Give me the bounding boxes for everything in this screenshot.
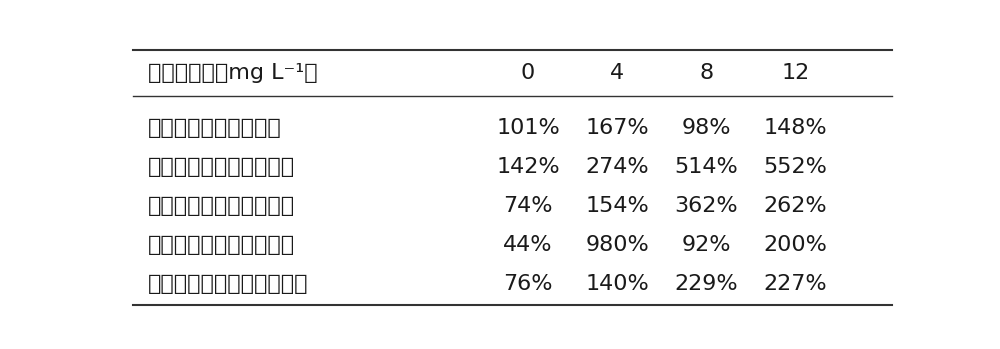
Text: 227%: 227% (764, 274, 827, 294)
Text: 44%: 44% (503, 235, 553, 255)
Text: 对先端总节形成的促进效应: 对先端总节形成的促进效应 (148, 274, 309, 294)
Text: 148%: 148% (764, 118, 827, 138)
Text: 98%: 98% (682, 118, 731, 138)
Text: 74%: 74% (503, 196, 553, 216)
Text: 167%: 167% (585, 118, 649, 138)
Text: 552%: 552% (763, 157, 827, 177)
Text: 对先端茎生长的促进效应: 对先端茎生长的促进效应 (148, 196, 295, 216)
Text: 8: 8 (699, 63, 713, 83)
Text: 229%: 229% (674, 274, 738, 294)
Text: 4: 4 (610, 63, 624, 83)
Text: 0: 0 (521, 63, 535, 83)
Text: 154%: 154% (585, 196, 649, 216)
Text: 101%: 101% (496, 118, 560, 138)
Text: 对先端叶生长的促进效应: 对先端叶生长的促进效应 (148, 157, 295, 177)
Text: 980%: 980% (585, 235, 649, 255)
Text: 92%: 92% (682, 235, 731, 255)
Text: 镜处理浓度（mg L⁻¹）: 镜处理浓度（mg L⁻¹） (148, 63, 318, 83)
Text: 12: 12 (781, 63, 810, 83)
Text: 142%: 142% (496, 157, 560, 177)
Text: 对先端根生长的促进效应: 对先端根生长的促进效应 (148, 235, 295, 255)
Text: 76%: 76% (503, 274, 553, 294)
Text: 274%: 274% (585, 157, 649, 177)
Text: 262%: 262% (764, 196, 827, 216)
Text: 140%: 140% (585, 274, 649, 294)
Text: 200%: 200% (763, 235, 827, 255)
Text: 362%: 362% (674, 196, 738, 216)
Text: 514%: 514% (674, 157, 738, 177)
Text: 对整株生长的促进效应: 对整株生长的促进效应 (148, 118, 282, 138)
